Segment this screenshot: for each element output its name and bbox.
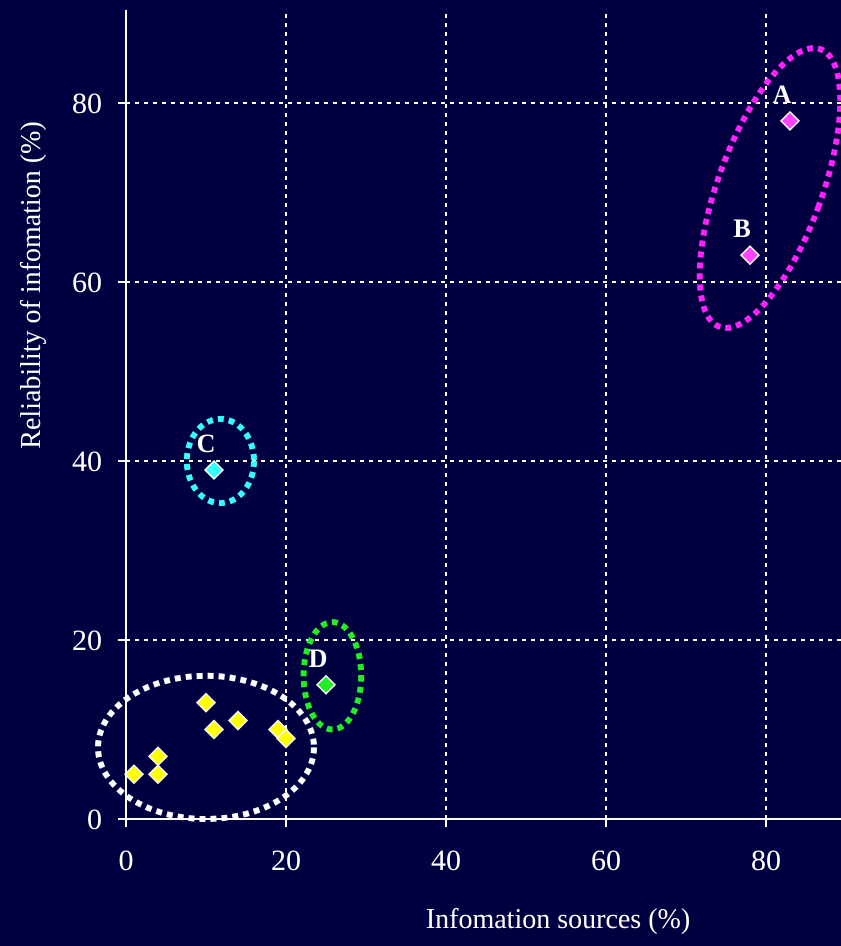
data-point [195,692,217,713]
group-ellipse [183,415,257,507]
point-label-b: B [733,214,750,243]
y-tick-label: 60 [72,266,102,299]
y-tick-label: 80 [72,87,102,120]
axes [118,10,841,827]
group-ellipse [95,672,317,823]
y-axis-title: Reliability of infomation (%) [16,121,47,448]
point-labels: A B C D [197,80,792,673]
data-point [275,728,297,749]
group-ellipses [95,45,841,823]
group-ellipse [300,619,365,733]
x-tick-label: 60 [591,844,621,877]
x-tick-label: 20 [271,844,301,877]
data-point [147,764,169,785]
data-point-d [315,674,337,695]
grid [126,10,841,819]
data-point [123,764,145,785]
data-point [147,746,169,767]
data-point [227,710,249,731]
x-tick-label: 80 [751,844,781,877]
y-tick-label: 20 [72,624,102,657]
point-label-d: D [309,644,328,673]
x-axis-title: Infomation sources (%) [426,904,690,935]
y-tick-label: 0 [87,803,102,836]
tick-labels: 0 20 40 60 80 0 20 40 60 80 [72,87,781,877]
y-tick-label: 40 [72,445,102,478]
point-label-a: A [773,80,792,109]
data-point-a [779,110,801,131]
point-label-c: C [197,429,216,458]
x-tick-label: 40 [431,844,461,877]
data-point [203,719,225,740]
data-point-c [203,459,225,481]
group-ellipse [696,45,841,331]
data-points [123,110,801,785]
data-point-b [739,245,761,266]
x-tick-label: 0 [119,844,134,877]
